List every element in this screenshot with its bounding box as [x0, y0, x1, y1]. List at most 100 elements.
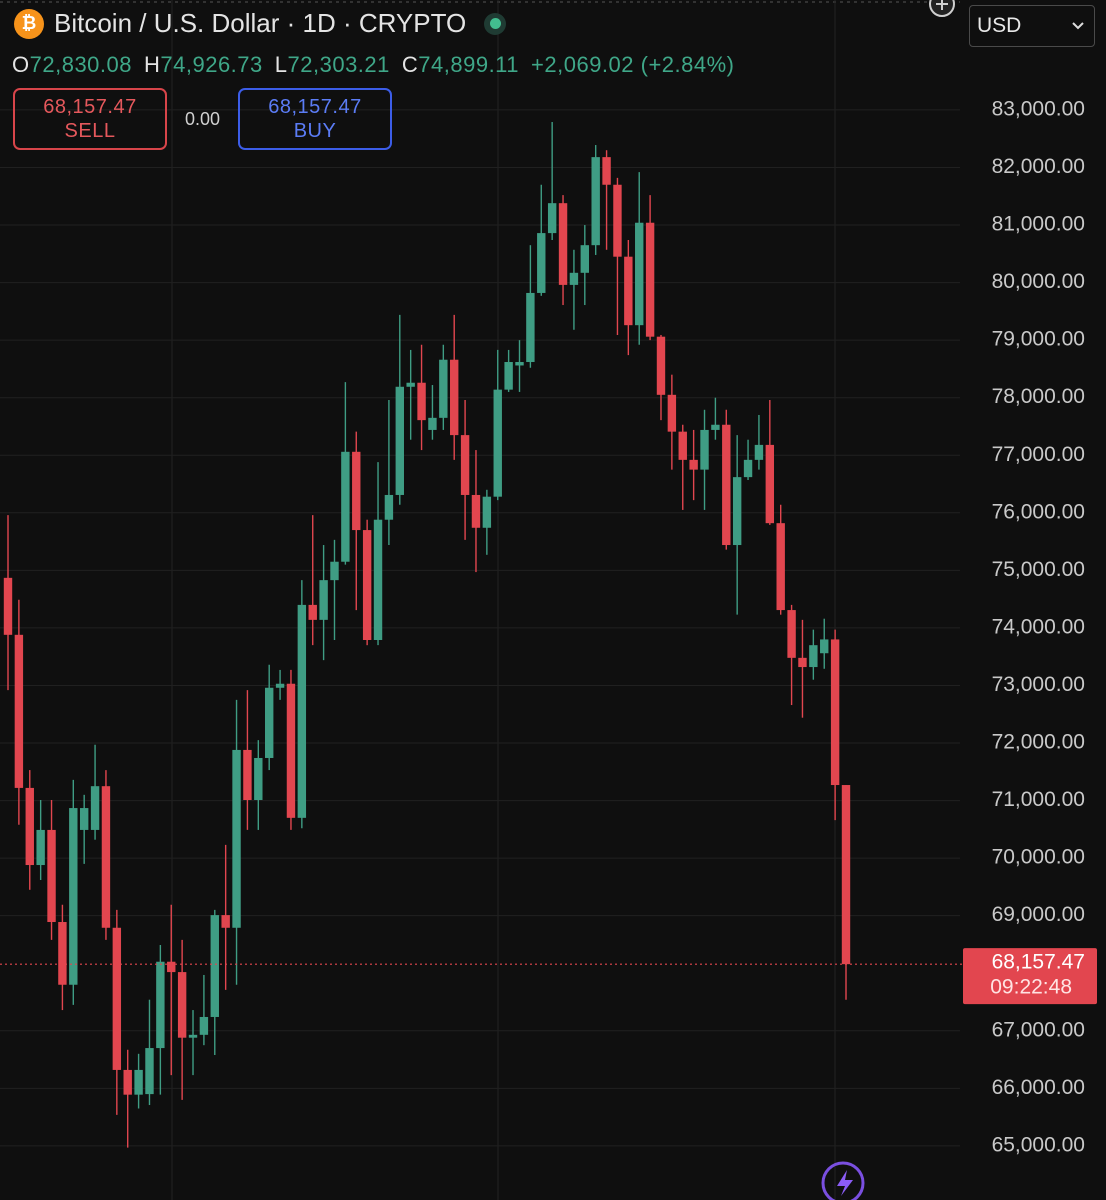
- candle-body: [395, 386, 404, 495]
- candle-body: [199, 1016, 209, 1035]
- candle-body: [841, 785, 851, 965]
- y-tick-label: 76,000.00: [992, 500, 1085, 523]
- candle-body: [635, 222, 644, 326]
- candle-body: [362, 530, 372, 640]
- y-tick-label: 73,000.00: [992, 673, 1085, 696]
- candle-body: [645, 222, 655, 337]
- y-tick-label: 74,000.00: [992, 615, 1085, 638]
- candle-body: [743, 459, 753, 478]
- readout-key: O: [12, 52, 30, 77]
- y-tick-label: 79,000.00: [992, 328, 1085, 351]
- spread: 0.00: [184, 108, 221, 129]
- candle-body: [787, 610, 796, 658]
- candle-body: [667, 394, 677, 432]
- candle-body: [406, 382, 415, 387]
- candle-body: [754, 444, 764, 460]
- y-tick-label: 80,000.00: [992, 270, 1085, 293]
- candle-body: [624, 256, 633, 326]
- y-tick-label: 72,000.00: [992, 731, 1085, 754]
- candle-body: [3, 577, 13, 635]
- candle-body: [79, 808, 89, 830]
- candle-body: [515, 362, 524, 366]
- candle-body: [14, 634, 24, 788]
- candle-body: [341, 451, 350, 562]
- candle-body: [450, 359, 459, 436]
- candle-body: [232, 749, 241, 928]
- candle-body: [798, 657, 807, 668]
- candle-body: [678, 431, 687, 460]
- candle-body: [602, 157, 611, 185]
- candle-body: [526, 292, 535, 363]
- candle-body: [330, 561, 339, 581]
- candle-body: [820, 639, 829, 654]
- currency: USD: [977, 14, 1022, 37]
- candle-body: [656, 336, 666, 395]
- candle-body: [830, 639, 840, 786]
- last-price-label: 68,157.47: [992, 951, 1085, 974]
- candle-body: [90, 786, 100, 830]
- candle-body: [493, 389, 502, 497]
- last-price-box: [963, 948, 1097, 1005]
- currency-select[interactable]: USD: [969, 5, 1095, 47]
- readout-item: O72,830.08: [12, 52, 132, 78]
- candle-body: [352, 451, 361, 531]
- header: ₿ Bitcoin / U.S. Dollar · 1D · CRYPTO: [14, 8, 507, 39]
- candle-body: [123, 1069, 132, 1095]
- candle-body: [711, 424, 720, 430]
- candle-body: [210, 915, 219, 1017]
- readout-key: C: [401, 52, 419, 77]
- candle-body: [504, 362, 513, 390]
- candle-body: [439, 359, 448, 418]
- candle-body: [297, 604, 307, 818]
- candle-body: [547, 203, 557, 234]
- readout-key: L: [274, 52, 288, 77]
- change: +2,069.02 (+2.84%): [531, 52, 735, 77]
- candle-body: [58, 922, 67, 985]
- y-tick-label: 65,000.00: [992, 1133, 1085, 1156]
- y-tick-label: 71,000.00: [992, 788, 1085, 811]
- candle-body: [591, 157, 600, 246]
- candle-body: [134, 1069, 143, 1095]
- candle-body: [221, 915, 230, 928]
- candle-body: [722, 424, 731, 546]
- candle-body: [417, 382, 426, 421]
- candle-body: [537, 233, 546, 293]
- candle-body: [700, 429, 709, 470]
- readout-value: 74,926.73: [160, 52, 263, 77]
- buy-price: 68,157.47: [268, 96, 362, 118]
- y-tick-label: 75,000.00: [992, 558, 1085, 581]
- readout-value: 74,899.11: [418, 52, 520, 77]
- buy-label: BUY: [293, 120, 337, 142]
- candles: [0, 122, 962, 1148]
- readout-item: H74,926.73: [144, 52, 263, 78]
- sell-price: 68,157.47: [43, 96, 137, 118]
- y-tick-label: 69,000.00: [992, 903, 1085, 926]
- candle-body: [112, 927, 122, 1070]
- y-tick-label: 83,000.00: [992, 97, 1085, 120]
- y-tick-label: 77,000.00: [992, 443, 1085, 466]
- buy-button[interactable]: 68,157.47 BUY: [238, 88, 392, 150]
- bitcoin-icon: ₿: [14, 8, 44, 39]
- candle-body: [36, 829, 45, 866]
- candle-body: [243, 749, 252, 800]
- candle-body: [732, 477, 742, 546]
- candle-body: [373, 519, 383, 640]
- y-tick-label: 81,000.00: [992, 213, 1085, 236]
- sell-button[interactable]: 68,157.47 SELL: [13, 88, 167, 150]
- y-tick-label: 67,000.00: [992, 1018, 1085, 1041]
- readout-item: L72,303.21: [275, 52, 390, 78]
- candle-body: [308, 604, 317, 620]
- candle-body: [689, 459, 698, 470]
- candle-body: [286, 683, 296, 818]
- y-tick-label: 78,000.00: [992, 385, 1085, 408]
- market-status: [484, 12, 507, 35]
- candle-body: [101, 786, 111, 928]
- assistant-icon[interactable]: [821, 1161, 865, 1200]
- candle-body: [145, 1048, 154, 1095]
- candle-body: [156, 961, 165, 1049]
- trade-panel: 68,157.47 SELL 0.00 68,157.47 BUY: [13, 88, 392, 150]
- grid: [0, 109, 960, 1147]
- readout-value: 72,303.21: [287, 52, 390, 77]
- y-tick-label: 70,000.00: [992, 846, 1085, 869]
